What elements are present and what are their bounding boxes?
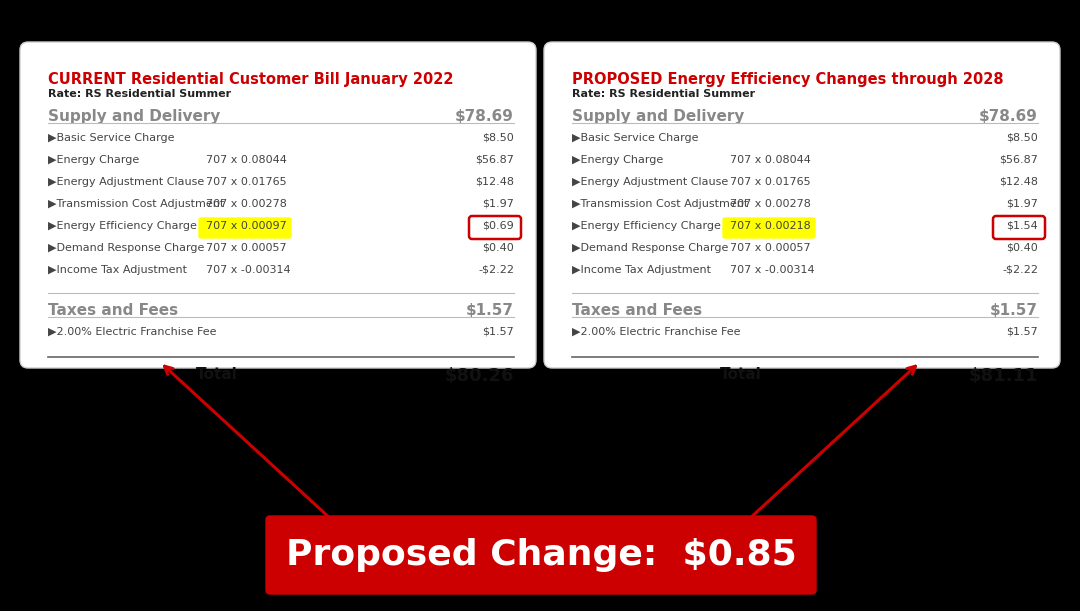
Text: 707 x 0.01765: 707 x 0.01765 [206,177,286,187]
Text: $78.69: $78.69 [980,109,1038,124]
Text: Supply and Delivery: Supply and Delivery [572,109,744,124]
Text: 707 x -0.00314: 707 x -0.00314 [206,265,291,275]
Text: ▶Energy Adjustment Clause: ▶Energy Adjustment Clause [48,177,204,187]
Text: $0.69: $0.69 [483,221,514,231]
Text: $8.50: $8.50 [1007,133,1038,143]
Text: 707 x 0.00278: 707 x 0.00278 [730,199,811,209]
Text: $1.57: $1.57 [465,303,514,318]
Text: 707 x 0.00057: 707 x 0.00057 [206,243,286,253]
Text: 707 x 0.01765: 707 x 0.01765 [730,177,811,187]
Text: ▶Energy Adjustment Clause: ▶Energy Adjustment Clause [572,177,728,187]
Text: $1.97: $1.97 [1007,199,1038,209]
Text: $56.87: $56.87 [475,155,514,165]
Text: 707 x 0.08044: 707 x 0.08044 [730,155,811,165]
Text: $12.48: $12.48 [475,177,514,187]
Text: Taxes and Fees: Taxes and Fees [572,303,702,318]
Text: -$2.22: -$2.22 [478,265,514,275]
Text: $80.26: $80.26 [445,367,514,385]
FancyBboxPatch shape [544,42,1059,368]
Text: ▶Basic Service Charge: ▶Basic Service Charge [48,133,175,143]
Text: 707 x -0.00314: 707 x -0.00314 [730,265,814,275]
Text: $1.57: $1.57 [990,303,1038,318]
Text: ▶Energy Charge: ▶Energy Charge [48,155,139,165]
Text: PROPOSED Energy Efficiency Changes through 2028: PROPOSED Energy Efficiency Changes throu… [572,72,1003,87]
Text: Total: Total [197,367,238,382]
Text: ▶Income Tax Adjustment: ▶Income Tax Adjustment [572,265,711,275]
Text: ▶2.00% Electric Franchise Fee: ▶2.00% Electric Franchise Fee [572,327,741,337]
Text: 707 x 0.00278: 707 x 0.00278 [206,199,287,209]
Text: Rate: RS Residential Summer: Rate: RS Residential Summer [48,89,231,99]
Text: ▶Energy Efficiency Charge: ▶Energy Efficiency Charge [48,221,197,231]
Text: 707 x 0.00057: 707 x 0.00057 [730,243,811,253]
Text: $1.57: $1.57 [483,327,514,337]
Text: $8.50: $8.50 [483,133,514,143]
FancyBboxPatch shape [21,42,536,368]
Text: -$2.22: -$2.22 [1002,265,1038,275]
Text: $12.48: $12.48 [999,177,1038,187]
Text: ▶Demand Response Charge: ▶Demand Response Charge [572,243,728,253]
Text: $1.97: $1.97 [482,199,514,209]
Text: $0.40: $0.40 [483,243,514,253]
Text: ▶Basic Service Charge: ▶Basic Service Charge [572,133,699,143]
FancyBboxPatch shape [199,218,291,238]
Text: $78.69: $78.69 [455,109,514,124]
Text: Supply and Delivery: Supply and Delivery [48,109,220,124]
Text: ▶Energy Efficiency Charge: ▶Energy Efficiency Charge [572,221,720,231]
Text: ▶Income Tax Adjustment: ▶Income Tax Adjustment [48,265,187,275]
Text: ▶Transmission Cost Adjustment: ▶Transmission Cost Adjustment [572,199,748,209]
Text: 707 x 0.08044: 707 x 0.08044 [206,155,287,165]
Text: $1.57: $1.57 [1007,327,1038,337]
Text: $0.40: $0.40 [1007,243,1038,253]
Text: $56.87: $56.87 [999,155,1038,165]
Text: Rate: RS Residential Summer: Rate: RS Residential Summer [572,89,755,99]
Text: 707 x 0.00218: 707 x 0.00218 [730,221,811,231]
Text: 707 x 0.00097: 707 x 0.00097 [206,221,287,231]
Text: ▶Transmission Cost Adjustment: ▶Transmission Cost Adjustment [48,199,225,209]
Text: $81.11: $81.11 [969,367,1038,385]
Text: $1.54: $1.54 [1007,221,1038,231]
Text: Proposed Change:  $0.85: Proposed Change: $0.85 [285,538,796,572]
Text: ▶2.00% Electric Franchise Fee: ▶2.00% Electric Franchise Fee [48,327,216,337]
Text: Total: Total [720,367,762,382]
Text: ▶Demand Response Charge: ▶Demand Response Charge [48,243,204,253]
Text: ▶Energy Charge: ▶Energy Charge [572,155,663,165]
Text: Taxes and Fees: Taxes and Fees [48,303,178,318]
FancyBboxPatch shape [266,516,816,594]
Text: CURRENT Residential Customer Bill January 2022: CURRENT Residential Customer Bill Januar… [48,72,454,87]
FancyBboxPatch shape [723,218,815,238]
